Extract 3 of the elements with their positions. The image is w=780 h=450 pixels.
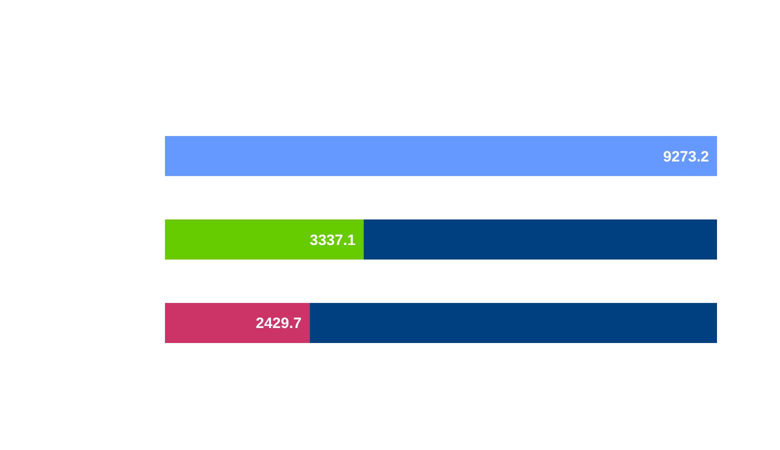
data-label: 3337.1 <box>310 232 356 249</box>
data-label: 2429.7 <box>256 315 302 332</box>
data-label: 9273.2 <box>663 148 709 166</box>
